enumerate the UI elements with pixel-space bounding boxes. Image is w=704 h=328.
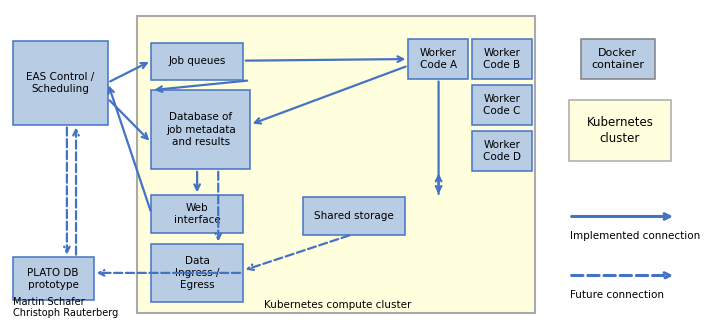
FancyBboxPatch shape xyxy=(13,257,94,300)
Text: Martin Schafer
Christoph Rauterberg: Martin Schafer Christoph Rauterberg xyxy=(13,297,118,318)
Text: Job queues: Job queues xyxy=(168,56,226,67)
FancyBboxPatch shape xyxy=(472,85,532,125)
Text: Kubernetes compute cluster: Kubernetes compute cluster xyxy=(264,300,412,310)
FancyBboxPatch shape xyxy=(472,39,532,79)
FancyBboxPatch shape xyxy=(408,39,468,79)
Text: Docker
container: Docker container xyxy=(591,48,644,70)
Text: Web
interface: Web interface xyxy=(174,203,220,225)
Text: Kubernetes
cluster: Kubernetes cluster xyxy=(586,116,653,145)
Text: Worker
Code B: Worker Code B xyxy=(483,48,520,70)
Text: EAS Control /
Scheduling: EAS Control / Scheduling xyxy=(26,72,94,94)
FancyBboxPatch shape xyxy=(569,100,671,161)
FancyBboxPatch shape xyxy=(151,195,243,233)
Text: Future connection: Future connection xyxy=(570,290,665,300)
Text: Worker
Code A: Worker Code A xyxy=(420,48,457,70)
FancyBboxPatch shape xyxy=(581,39,655,79)
Text: Implemented connection: Implemented connection xyxy=(570,231,700,241)
Text: Shared storage: Shared storage xyxy=(314,211,394,221)
FancyBboxPatch shape xyxy=(303,197,405,235)
Text: PLATO DB
prototype: PLATO DB prototype xyxy=(27,268,79,290)
Text: Worker
Code C: Worker Code C xyxy=(483,94,520,116)
FancyBboxPatch shape xyxy=(472,131,532,171)
FancyBboxPatch shape xyxy=(151,244,243,302)
Text: Worker
Code D: Worker Code D xyxy=(483,140,520,162)
Text: Database of
job metadata
and results: Database of job metadata and results xyxy=(165,112,236,147)
FancyBboxPatch shape xyxy=(151,90,250,169)
FancyBboxPatch shape xyxy=(151,43,243,80)
FancyBboxPatch shape xyxy=(137,16,535,313)
Text: Data
Ingress /
Egress: Data Ingress / Egress xyxy=(175,256,220,291)
FancyBboxPatch shape xyxy=(13,41,108,125)
